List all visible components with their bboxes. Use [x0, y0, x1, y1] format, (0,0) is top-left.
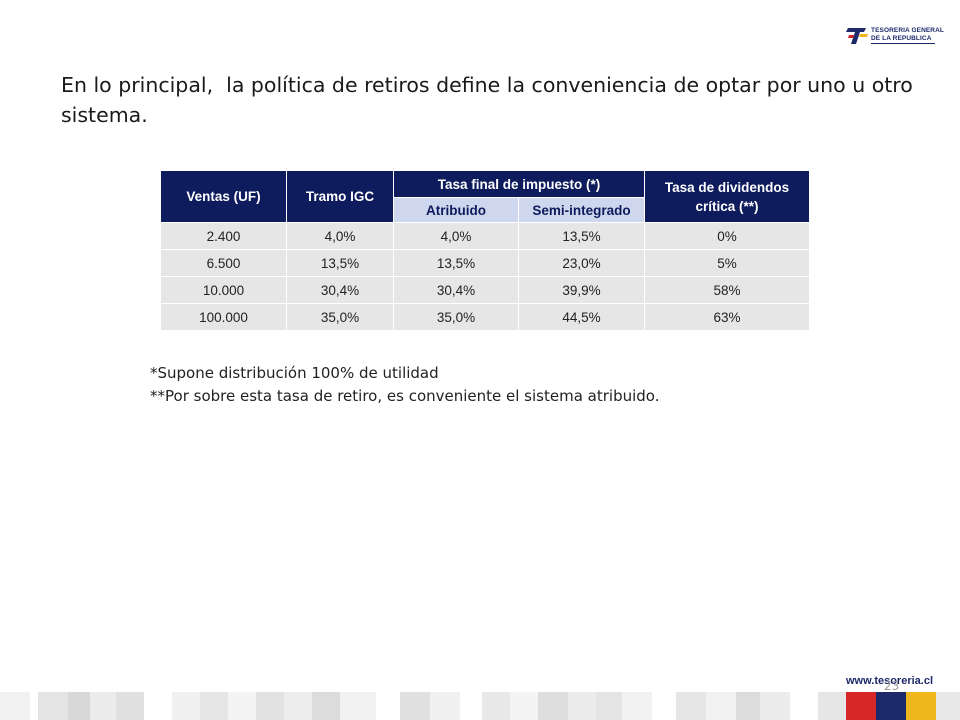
- cell-tramo: 35,0%: [286, 303, 394, 331]
- footer-decorative-band: [0, 692, 960, 720]
- tax-rates-table: Ventas (UF) Tramo IGC Tasa final de impu…: [160, 170, 810, 331]
- page-number: 23: [884, 679, 900, 693]
- cell-tasa-dividendos: 0%: [644, 222, 810, 250]
- subheader-semi-integrado: Semi-integrado: [518, 197, 645, 223]
- cell-tramo: 13,5%: [286, 249, 394, 277]
- tesoreria-logo: TESORERIA GENERAL DE LA REPUBLICA: [846, 22, 944, 52]
- website-url: www.tesoreria.cl: [846, 675, 934, 687]
- cell-atribuido: 4,0%: [393, 222, 519, 250]
- header-tasa-final: Tasa final de impuesto (*): [393, 170, 645, 198]
- footnote-1: *Supone distribución 100% de utilidad: [150, 364, 439, 382]
- cell-tramo: 4,0%: [286, 222, 394, 250]
- table-row: 2.400 4,0% 4,0% 13,5% 0%: [160, 222, 810, 250]
- slide-heading: En lo principal, la política de retiros …: [61, 73, 920, 127]
- cell-tasa-dividendos: 5%: [644, 249, 810, 277]
- tesoreria-logo-icon: [846, 28, 868, 44]
- logo-underline: [871, 43, 935, 44]
- cell-semi-integrado: 39,9%: [518, 276, 645, 304]
- cell-semi-integrado: 13,5%: [518, 222, 645, 250]
- header-tramo: Tramo IGC: [286, 170, 394, 223]
- cell-ventas: 6.500: [160, 249, 287, 277]
- cell-atribuido: 30,4%: [393, 276, 519, 304]
- cell-tasa-dividendos: 58%: [644, 276, 810, 304]
- header-ventas: Ventas (UF): [160, 170, 287, 223]
- cell-ventas: 2.400: [160, 222, 287, 250]
- cell-tramo: 30,4%: [286, 276, 394, 304]
- cell-ventas: 100.000: [160, 303, 287, 331]
- footnote-2: **Por sobre esta tasa de retiro, es conv…: [150, 387, 660, 405]
- cell-ventas: 10.000: [160, 276, 287, 304]
- cell-semi-integrado: 44,5%: [518, 303, 645, 331]
- subheader-atribuido: Atribuido: [393, 197, 519, 223]
- cell-atribuido: 13,5%: [393, 249, 519, 277]
- logo-line-2: DE LA REPUBLICA: [871, 35, 932, 42]
- cell-tasa-dividendos: 63%: [644, 303, 810, 331]
- table-row: 6.500 13,5% 13,5% 23,0% 5%: [160, 249, 810, 277]
- cell-semi-integrado: 23,0%: [518, 249, 645, 277]
- table-row: 10.000 30,4% 30,4% 39,9% 58%: [160, 276, 810, 304]
- logo-line-1: TESORERIA GENERAL: [871, 27, 944, 34]
- cell-atribuido: 35,0%: [393, 303, 519, 331]
- footnotes: *Supone distribución 100% de utilidad **…: [150, 362, 659, 408]
- table-row: 100.000 35,0% 35,0% 44,5% 63%: [160, 303, 810, 331]
- header-tasa-dividendos: Tasa de dividendos crítica (**): [644, 170, 810, 223]
